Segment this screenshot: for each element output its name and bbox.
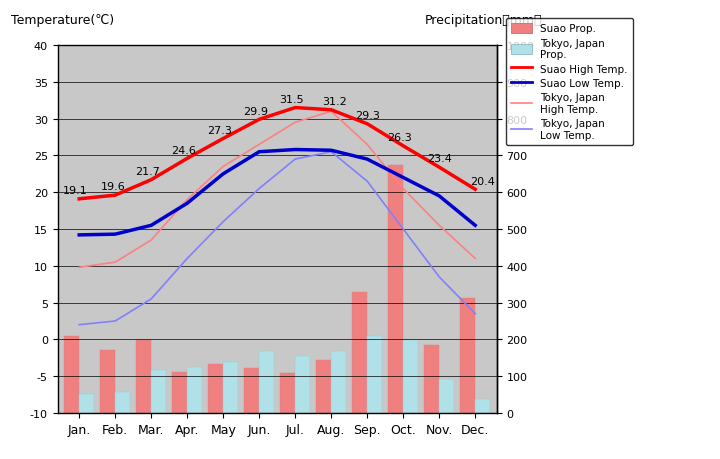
Bar <box>259 352 274 413</box>
Text: 29.3: 29.3 <box>355 111 379 121</box>
Text: 26.3: 26.3 <box>387 133 412 143</box>
Text: 29.9: 29.9 <box>243 106 268 117</box>
Text: 31.2: 31.2 <box>323 97 347 107</box>
Text: 20.4: 20.4 <box>470 176 495 186</box>
Bar <box>475 399 490 413</box>
Bar <box>244 368 259 413</box>
Bar <box>295 357 310 413</box>
Bar <box>223 363 238 413</box>
Text: Temperature(℃): Temperature(℃) <box>11 14 114 27</box>
Text: 19.1: 19.1 <box>63 186 88 196</box>
Bar <box>424 345 439 413</box>
Text: 19.6: 19.6 <box>101 182 126 192</box>
Bar <box>172 372 187 413</box>
Bar <box>136 341 151 413</box>
Bar <box>331 352 346 413</box>
Bar <box>403 341 418 413</box>
Bar <box>187 367 202 413</box>
Text: 24.6: 24.6 <box>171 146 196 155</box>
Bar <box>367 336 382 413</box>
Text: 27.3: 27.3 <box>207 125 232 135</box>
Text: Precipitation（mm）: Precipitation（mm） <box>425 14 542 27</box>
Bar <box>280 374 295 413</box>
Bar <box>460 298 475 413</box>
Bar <box>151 370 166 413</box>
Bar <box>64 337 79 413</box>
Bar <box>352 292 367 413</box>
Bar <box>316 361 331 413</box>
Bar <box>439 379 454 413</box>
Bar <box>388 166 403 413</box>
Bar <box>115 392 130 413</box>
Legend: Suao Prop., Tokyo, Japan
Prop., Suao High Temp., Suao Low Temp., Tokyo, Japan
Hi: Suao Prop., Tokyo, Japan Prop., Suao Hig… <box>505 19 633 146</box>
Bar <box>208 364 223 413</box>
Bar <box>100 350 115 413</box>
Text: 23.4: 23.4 <box>427 154 451 164</box>
Bar <box>79 394 94 413</box>
Text: 31.5: 31.5 <box>279 95 304 105</box>
Text: 21.7: 21.7 <box>135 167 160 177</box>
